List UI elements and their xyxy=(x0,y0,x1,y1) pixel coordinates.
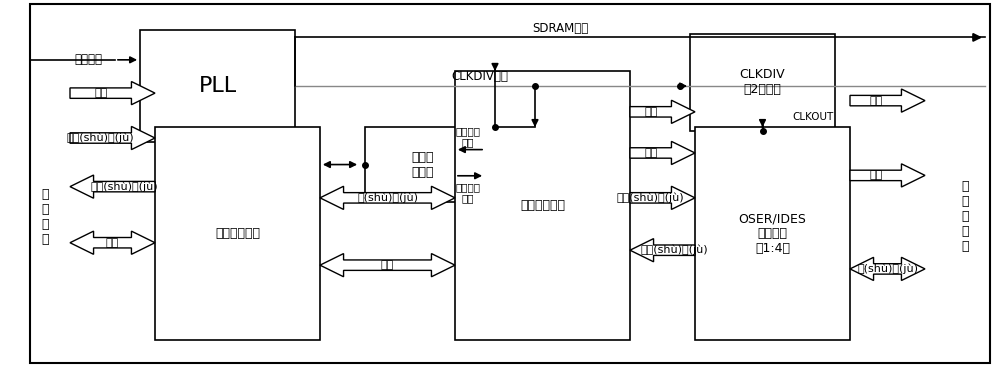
Polygon shape xyxy=(70,231,155,254)
Polygon shape xyxy=(630,239,695,262)
Text: 寫數(shù)據(jù): 寫數(shù)據(jù) xyxy=(617,193,685,203)
Text: 讀數(shù)據(jù): 讀數(shù)據(jù) xyxy=(90,181,158,192)
Polygon shape xyxy=(70,175,155,198)
Text: 自動刷新
響應: 自動刷新 響應 xyxy=(455,182,480,203)
Polygon shape xyxy=(320,186,455,209)
Text: CLKDIV
（2分頻）: CLKDIV （2分頻） xyxy=(740,68,785,96)
Bar xyxy=(690,34,835,131)
Text: 控制: 控制 xyxy=(644,148,657,158)
Text: 存
儲
器
接
口: 存 儲 器 接 口 xyxy=(961,180,969,254)
Text: 外部時鐘: 外部時鐘 xyxy=(74,53,102,66)
Bar xyxy=(155,127,320,340)
Text: CLKOUT: CLKOUT xyxy=(792,112,834,122)
Polygon shape xyxy=(850,89,925,112)
Text: OSER/IDES
接口模塊
（1:4）: OSER/IDES 接口模塊 （1:4） xyxy=(739,212,806,255)
Text: 控制: 控制 xyxy=(381,260,394,270)
Text: 命令控制模塊: 命令控制模塊 xyxy=(520,199,565,212)
Polygon shape xyxy=(850,164,925,187)
Text: 用
戶
接
口: 用 戶 接 口 xyxy=(41,188,49,246)
Polygon shape xyxy=(630,186,695,209)
Text: 數(shù)據(jù): 數(shù)據(jù) xyxy=(357,193,418,203)
Text: CLKDIV時鐘: CLKDIV時鐘 xyxy=(452,70,508,83)
Text: 控制: 控制 xyxy=(869,171,882,180)
Text: 數(shù)據(jù): 數(shù)據(jù) xyxy=(857,264,918,274)
Bar xyxy=(365,127,480,202)
Bar xyxy=(140,30,295,142)
Bar xyxy=(455,71,630,340)
Text: 地址: 地址 xyxy=(644,107,657,117)
Polygon shape xyxy=(630,100,695,123)
Polygon shape xyxy=(850,257,925,280)
Text: 自動刷
新模塊: 自動刷 新模塊 xyxy=(411,151,434,178)
Text: 自動刷新
信號: 自動刷新 信號 xyxy=(455,126,480,147)
Text: 用戶接口模塊: 用戶接口模塊 xyxy=(215,227,260,240)
Polygon shape xyxy=(70,82,155,105)
Text: 讀數(shù)據(jù): 讀數(shù)據(jù) xyxy=(640,245,708,255)
Text: PLL: PLL xyxy=(198,76,237,96)
Bar xyxy=(695,127,850,340)
Polygon shape xyxy=(320,254,455,277)
Polygon shape xyxy=(70,126,155,150)
Text: 寫數(shù)據(jù): 寫數(shù)據(jù) xyxy=(67,133,135,143)
Text: 地址: 地址 xyxy=(94,88,107,98)
Text: 地址: 地址 xyxy=(869,96,882,105)
Polygon shape xyxy=(630,141,695,165)
Text: 控制: 控制 xyxy=(106,238,119,248)
Text: SDRAM時鐘: SDRAM時鐘 xyxy=(532,22,588,34)
